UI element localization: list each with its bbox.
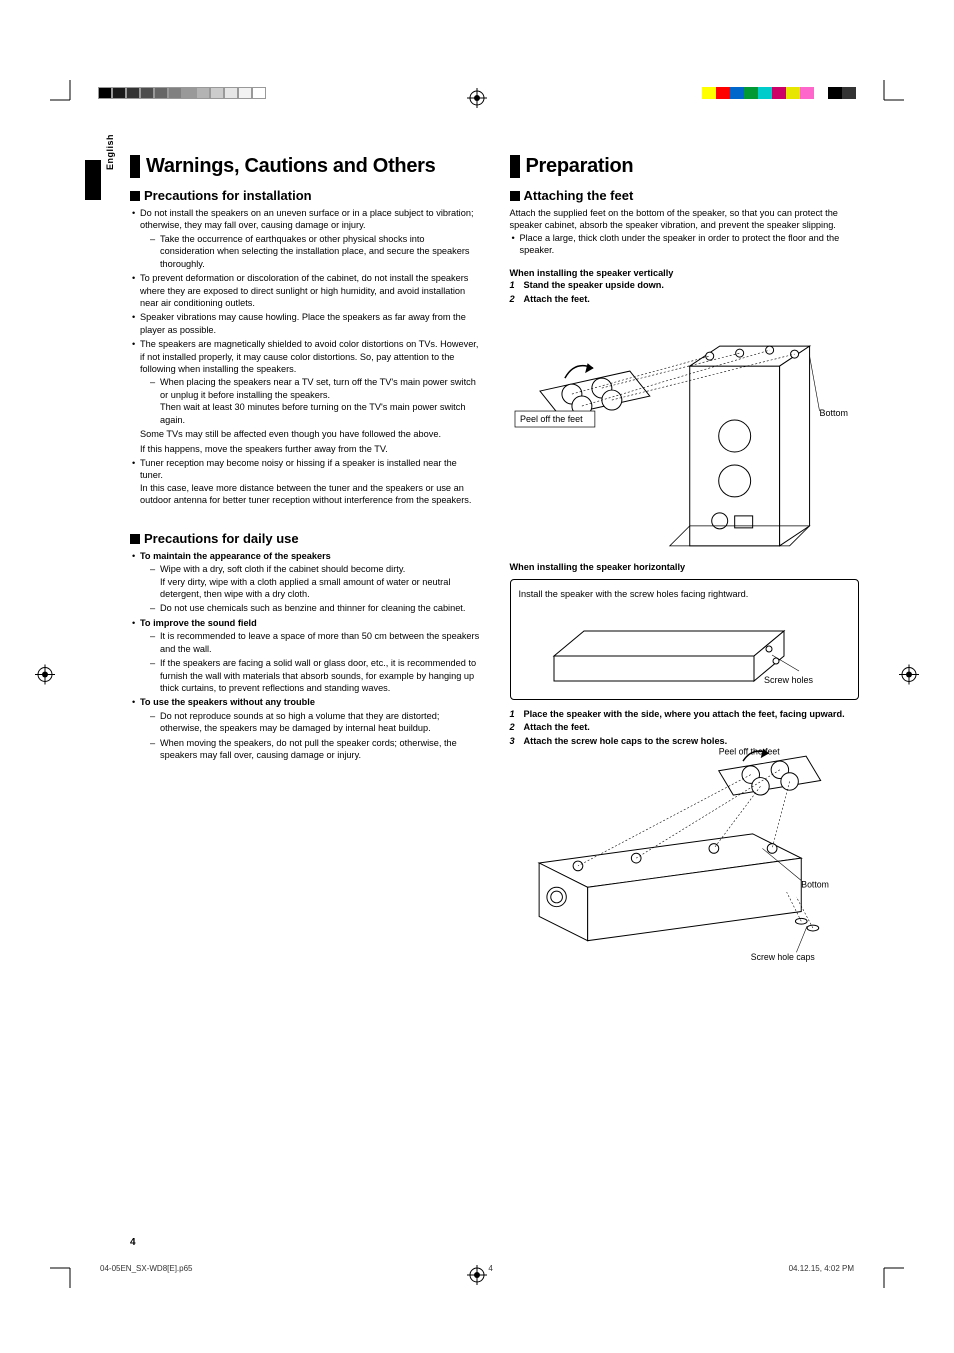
- install-b5-after: In this case, leave more distance betwee…: [140, 482, 480, 507]
- color-bar: [702, 87, 856, 99]
- registration-mark-top: [467, 88, 487, 113]
- edge-tab: [85, 160, 101, 200]
- svg-text:Bottom: Bottom: [801, 879, 829, 889]
- svg-text:Bottom: Bottom: [819, 408, 847, 418]
- crop-mark-tr: [874, 80, 904, 115]
- svg-text:Screw hole caps: Screw hole caps: [750, 952, 815, 962]
- daily-g1-d1: Wipe with a dry, soft cloth if the cabin…: [140, 563, 480, 600]
- page-number: 4: [130, 1237, 136, 1248]
- footer-date: 04.12.15, 4:02 PM: [789, 1264, 854, 1273]
- heading-precautions-install: Precautions for installation: [130, 188, 480, 203]
- subhead-vertical: When installing the speaker vertically: [510, 267, 860, 279]
- v-step-2: 2Attach the feet.: [510, 293, 860, 305]
- install-b3: Speaker vibrations may cause howling. Pl…: [130, 311, 480, 336]
- svg-text:Peel off the feet: Peel off the feet: [718, 748, 779, 756]
- daily-g3-d1: Do not reproduce sounds at so high a vol…: [140, 710, 480, 735]
- daily-g2-d1: It is recommended to leave a space of mo…: [140, 630, 480, 655]
- grayscale-bar: [98, 87, 266, 99]
- precautions-daily-body: To maintain the appearance of the speake…: [130, 550, 480, 762]
- diagram-box-horizontal-note: Install the speaker with the screw holes…: [510, 579, 860, 699]
- diagram-screw-holes: Screw holes: [519, 601, 851, 691]
- footer-page: 4: [488, 1264, 492, 1273]
- crop-mark-tl: [50, 80, 80, 115]
- install-b4-after2: If this happens, move the speakers furth…: [140, 443, 480, 455]
- diagram-vertical-install: Peel off the feet Bottom: [510, 306, 860, 561]
- footer: 04-05EN_SX-WD8[E].p65 4 04.12.15, 4:02 P…: [100, 1264, 854, 1273]
- install-b4: The speakers are magnetically shielded t…: [130, 338, 480, 455]
- daily-g1: To maintain the appearance of the speake…: [130, 550, 480, 615]
- precautions-install-body: Do not install the speakers on an uneven…: [130, 207, 480, 507]
- feet-b1: Place a large, thick cloth under the spe…: [510, 232, 860, 257]
- install-b4-d1: When placing the speakers near a TV set,…: [140, 376, 480, 426]
- daily-g2-d2: If the speakers are facing a solid wall …: [140, 657, 480, 694]
- page-content: Warnings, Cautions and Others Precaution…: [130, 155, 859, 1243]
- install-b5: Tuner reception may become noisy or hiss…: [130, 457, 480, 507]
- subhead-horizontal: When installing the speaker horizontally: [510, 561, 860, 573]
- registration-mark-right: [899, 664, 919, 689]
- right-column: Preparation Attaching the feet Attach th…: [510, 155, 860, 1243]
- daily-g2: To improve the sound field It is recomme…: [130, 617, 480, 695]
- daily-g3-d2: When moving the speakers, do not pull th…: [140, 737, 480, 762]
- vertical-steps: 1Stand the speaker upside down. 2Attach …: [510, 279, 860, 305]
- v-step-1: 1Stand the speaker upside down.: [510, 279, 860, 291]
- h-step-1: 1Place the speaker with the side, where …: [510, 708, 860, 720]
- language-label: English: [105, 134, 115, 170]
- install-b2: To prevent deformation or discoloration …: [130, 272, 480, 309]
- title-preparation-text: Preparation: [526, 155, 860, 178]
- footer-file: 04-05EN_SX-WD8[E].p65: [100, 1264, 193, 1273]
- svg-text:Screw holes: Screw holes: [764, 675, 814, 685]
- install-b1: Do not install the speakers on an uneven…: [130, 207, 480, 270]
- h-step-3: 3Attach the screw hole caps to the screw…: [510, 735, 860, 747]
- left-column: Warnings, Cautions and Others Precaution…: [130, 155, 480, 1243]
- registration-mark-left: [35, 664, 55, 689]
- install-b4-after1: Some TVs may still be affected even thou…: [140, 428, 480, 440]
- horizontal-note-text: Install the speaker with the screw holes…: [519, 588, 851, 600]
- crop-mark-bl: [50, 1258, 80, 1293]
- heading-attaching-feet-text: Attaching the feet: [524, 188, 634, 203]
- heading-precautions-install-text: Precautions for installation: [144, 188, 312, 203]
- heading-precautions-daily: Precautions for daily use: [130, 531, 480, 546]
- title-preparation: Preparation: [510, 155, 860, 178]
- daily-g1-d2: Do not use chemicals such as benzine and…: [140, 602, 480, 614]
- daily-g3: To use the speakers without any trouble …: [130, 696, 480, 761]
- daily-g1-d1b: If very dirty, wipe with a cloth applied…: [160, 576, 480, 601]
- title-warnings: Warnings, Cautions and Others: [130, 155, 480, 178]
- heading-attaching-feet: Attaching the feet: [510, 188, 860, 203]
- attaching-feet-intro: Attach the supplied feet on the bottom o…: [510, 207, 860, 232]
- crop-mark-br: [874, 1258, 904, 1293]
- install-b4-d1b: Then wait at least 30 minutes before tur…: [160, 401, 480, 426]
- h-step-2: 2Attach the feet.: [510, 721, 860, 733]
- attaching-feet-bullets: Place a large, thick cloth under the spe…: [510, 232, 860, 257]
- install-b1-d1: Take the occurrence of earthquakes or ot…: [140, 233, 480, 270]
- diagram-horizontal-install: Peel off the feet: [510, 748, 860, 978]
- title-warnings-text: Warnings, Cautions and Others: [146, 155, 480, 178]
- svg-text:Peel off the feet: Peel off the feet: [519, 414, 582, 424]
- heading-precautions-daily-text: Precautions for daily use: [144, 531, 299, 546]
- horizontal-steps: 1Place the speaker with the side, where …: [510, 708, 860, 747]
